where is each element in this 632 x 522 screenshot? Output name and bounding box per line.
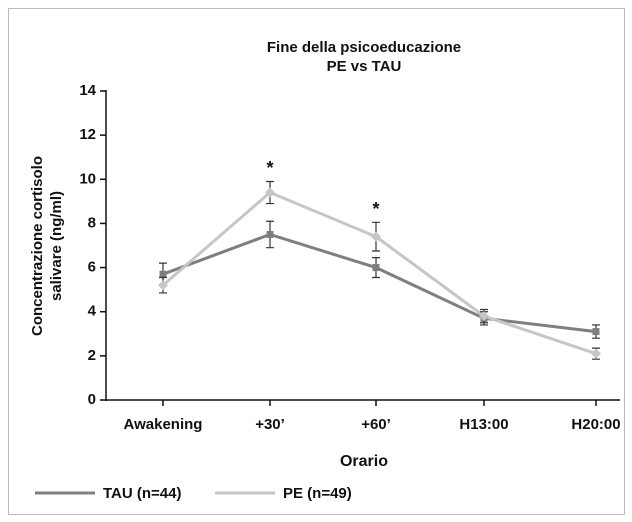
x-tick-label: H13:00	[459, 416, 508, 433]
marker	[479, 311, 489, 322]
x-tick-label: Awakening	[124, 416, 203, 433]
frame	[8, 8, 625, 515]
x-tick-label: +60’	[361, 416, 391, 433]
chart-title: PE vs TAU	[327, 58, 402, 75]
series-line	[162, 232, 597, 334]
y-tick-label: 6	[88, 259, 96, 276]
annotation: *	[266, 158, 273, 178]
y-tick-label: 0	[88, 391, 96, 408]
chart-title: Fine della psicoeducazione	[267, 39, 461, 56]
marker	[159, 270, 167, 278]
y-tick-label: 4	[88, 303, 97, 320]
x-axis-label: Orario	[340, 453, 388, 470]
marker	[371, 231, 381, 242]
marker	[265, 187, 275, 198]
annotation: *	[372, 199, 379, 219]
y-tick-label: 14	[79, 82, 96, 99]
marker	[592, 328, 600, 336]
y-axis-label: Concentrazione cortisolo	[29, 156, 46, 336]
legend-label: PE (n=49)	[283, 485, 352, 502]
x-tick-label: H20:00	[571, 416, 620, 433]
legend-label: TAU (n=44)	[103, 485, 181, 502]
marker	[266, 230, 274, 238]
y-tick-label: 8	[88, 214, 96, 231]
marker	[591, 348, 601, 359]
marker	[372, 264, 380, 272]
y-tick-label: 2	[88, 347, 96, 364]
y-axis-label: salivare (ng/ml)	[48, 191, 65, 301]
x-tick-label: +30’	[255, 416, 285, 433]
y-tick-label: 10	[79, 170, 96, 187]
y-tick-label: 12	[79, 126, 96, 143]
marker	[158, 280, 168, 291]
